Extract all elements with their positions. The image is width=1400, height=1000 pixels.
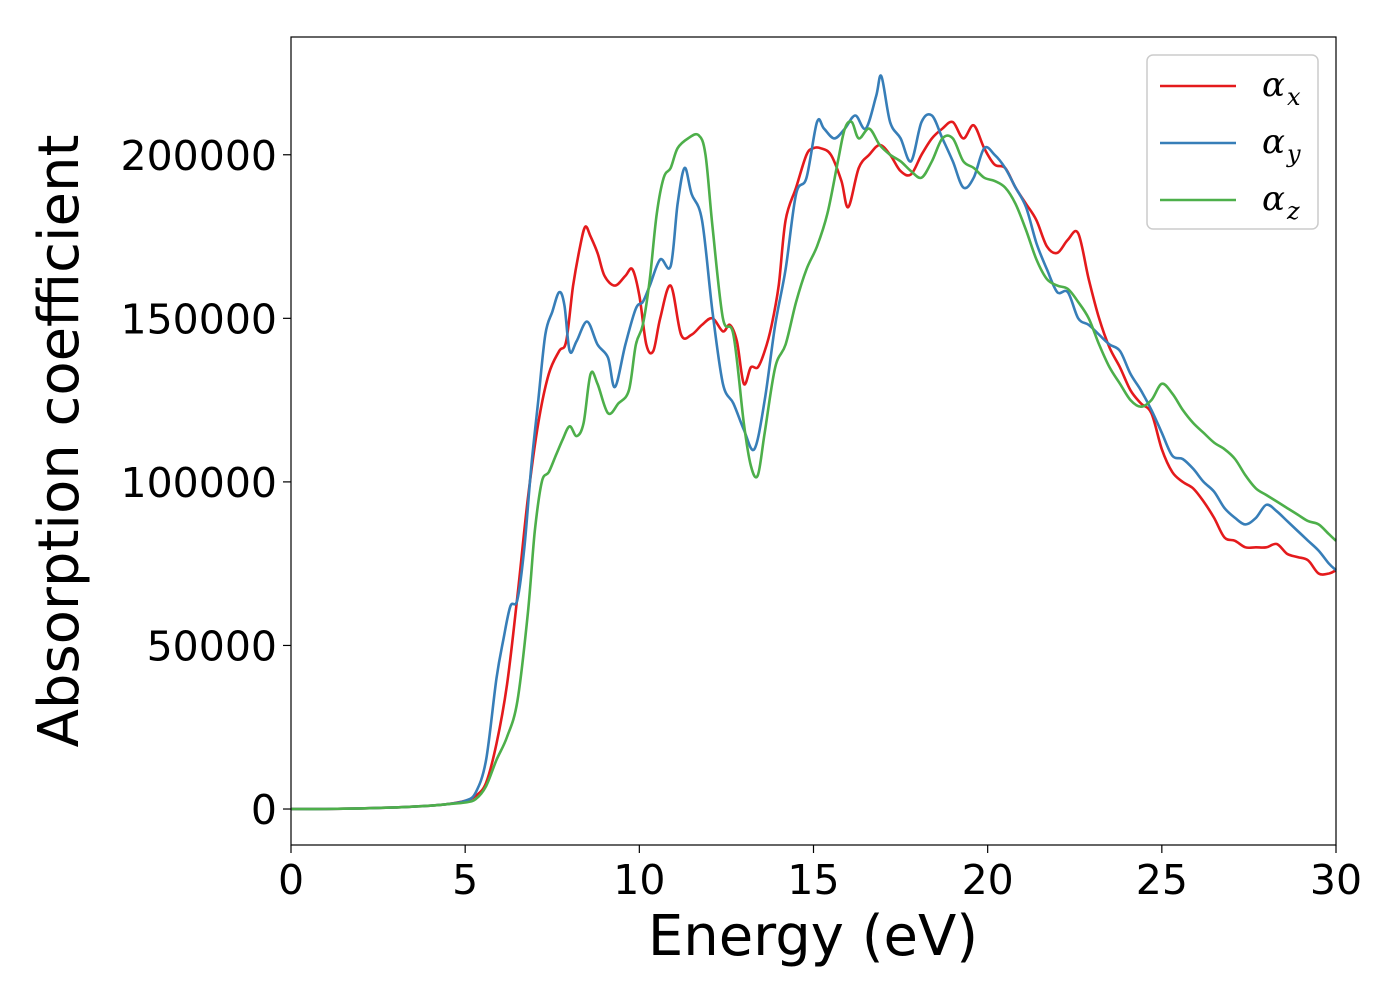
legend-label-y: αy <box>1262 122 1301 168</box>
y-tick-label: 200000 <box>120 132 277 180</box>
x-axis: 0 5 10 15 20 25 30 <box>278 845 1362 904</box>
y-tick-label: 0 <box>251 786 277 834</box>
y-axis: 0 50000 100000 150000 200000 <box>120 132 291 834</box>
legend: αx αy αz <box>1146 54 1319 230</box>
legend-entries: αx αy αz <box>1160 65 1301 225</box>
legend-label-x: αx <box>1262 65 1301 111</box>
x-tick-label: 25 <box>1136 856 1188 904</box>
y-tick-label: 100000 <box>120 459 277 507</box>
x-tick-label: 30 <box>1310 856 1362 904</box>
series-line-y <box>290 74 1337 811</box>
legend-label-z: αz <box>1262 179 1300 225</box>
series-layer <box>290 74 1337 811</box>
y-tick-label: 150000 <box>120 295 277 343</box>
x-tick-label: 20 <box>962 856 1014 904</box>
series-line-x <box>290 120 1337 811</box>
x-axis-label: Energy (eV) <box>648 904 978 969</box>
y-tick-label: 50000 <box>147 622 277 670</box>
x-tick-label: 5 <box>452 856 478 904</box>
x-tick-label: 15 <box>787 856 839 904</box>
series-line-z <box>290 120 1337 811</box>
x-tick-label: 10 <box>613 856 665 904</box>
x-tick-label: 0 <box>278 856 304 904</box>
y-axis-label: Absorption coefficient <box>27 135 92 748</box>
